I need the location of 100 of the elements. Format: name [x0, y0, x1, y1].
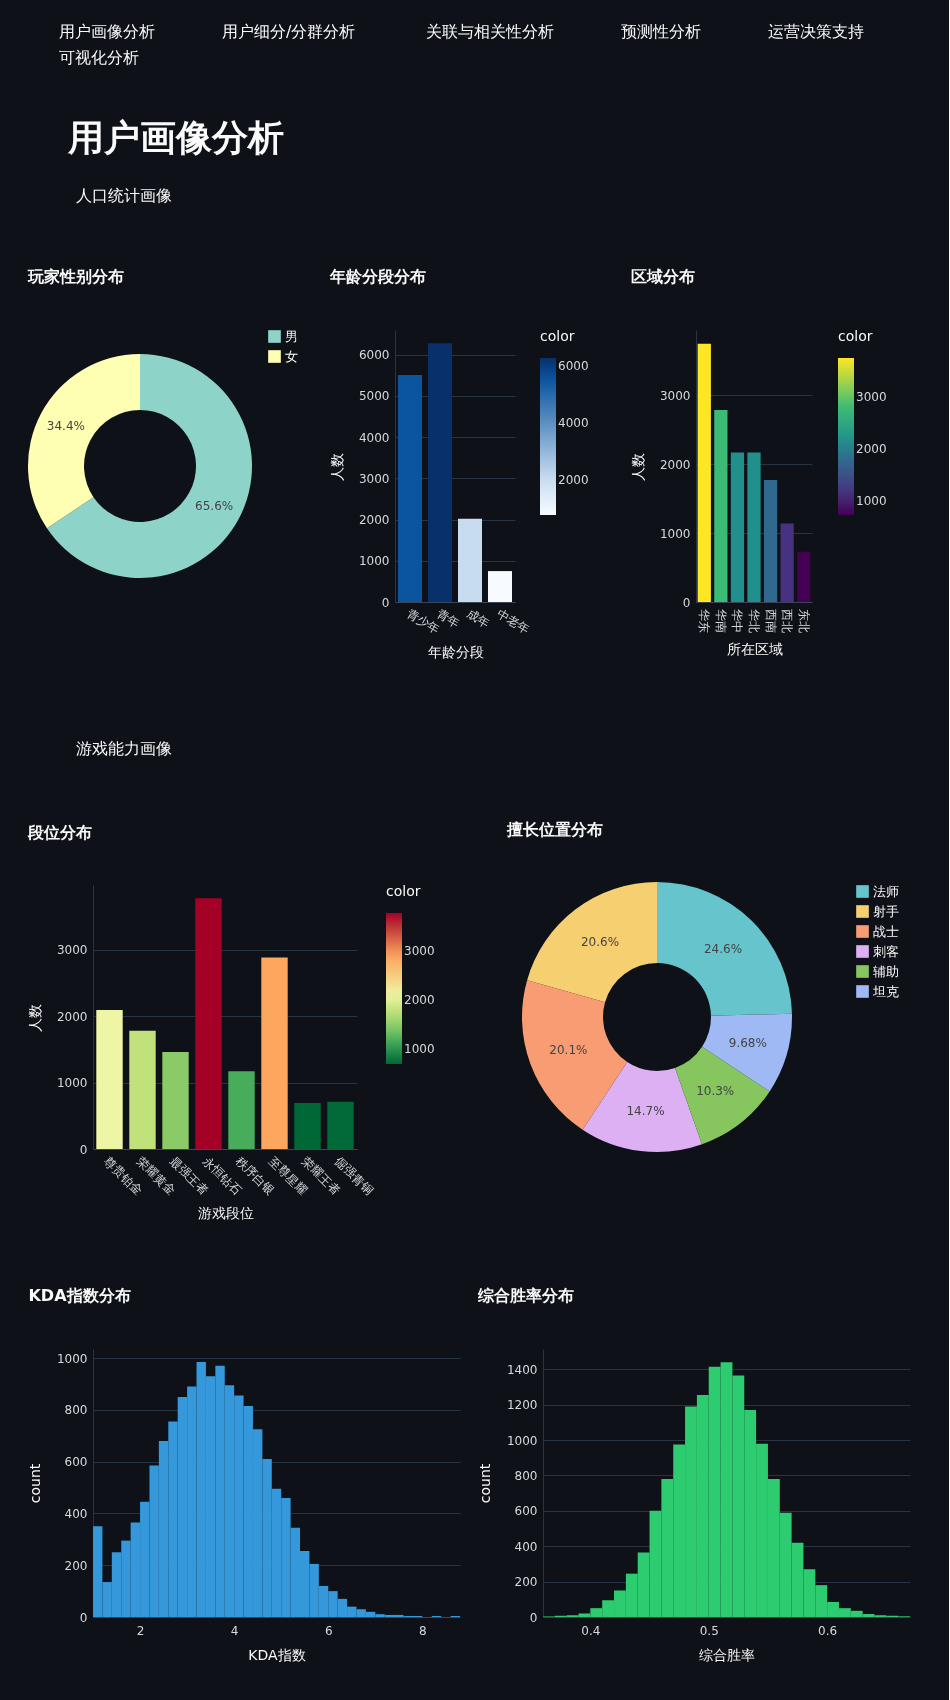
y-axis-title: 人数	[26, 1003, 43, 1032]
text: 可视化分析	[59, 48, 139, 67]
y-tick-label: 600	[514, 1504, 538, 1519]
color-bar-label: 1000	[404, 1041, 435, 1056]
bar	[195, 898, 222, 1149]
legend-label: 辅助	[873, 963, 899, 979]
chart-title: 综合胜率分布	[477, 1286, 575, 1305]
y-tick-label: 1000	[56, 1351, 88, 1366]
chart-title: 段位分布	[27, 823, 93, 842]
y-tick-label: 0	[79, 1610, 88, 1625]
bar	[763, 480, 778, 602]
bar	[294, 1103, 321, 1149]
bar	[797, 551, 811, 602]
x-tick-label: 0.4	[581, 1623, 601, 1638]
donut-slice	[657, 882, 792, 1016]
data-label: 20.1%	[549, 1042, 588, 1057]
x-tick-label: 华中	[730, 608, 745, 633]
text: 用户画像分析	[59, 22, 155, 41]
x-axis-title: KDA指数	[248, 1646, 306, 1663]
text: 游戏能力画像	[76, 739, 172, 758]
y-tick-label: 5000	[358, 389, 390, 404]
y-tick-label: 0	[79, 1142, 88, 1157]
y-tick-label: 400	[514, 1539, 538, 1554]
x-tick-label: 成年	[464, 606, 492, 631]
donut-slice	[28, 354, 140, 529]
donut-slice	[46, 354, 252, 578]
color-bar-label: 1000	[856, 493, 887, 508]
donut-slice	[675, 1046, 770, 1145]
color-bar-label: 2000	[558, 472, 589, 487]
y-tick-label: 1000	[56, 1076, 88, 1090]
x-tick-label: 4	[230, 1623, 239, 1638]
legend-label: 坦克	[872, 983, 899, 999]
chart-title: 玩家性别分布	[27, 267, 124, 286]
chart-title: 擅长位置分布	[506, 820, 603, 839]
color-bar-label: 3000	[856, 389, 887, 404]
bar	[162, 1051, 189, 1149]
data-label: 34.4%	[46, 419, 85, 434]
x-tick-label: 东北	[796, 608, 811, 633]
y-tick-label: 0	[529, 1610, 538, 1625]
text: 用户画像分析	[67, 117, 284, 158]
bar	[714, 409, 728, 602]
legend-label: 男	[285, 328, 298, 344]
x-tick-label: 华南	[713, 608, 728, 633]
y-tick-label: 1000	[659, 526, 691, 541]
color-bar-title: color	[386, 883, 421, 899]
text: 用户细分/分群分析	[222, 22, 356, 41]
bar	[780, 523, 794, 602]
bar	[428, 343, 452, 602]
y-axis-title: 人数	[328, 452, 345, 481]
chart-title: KDA指数分布	[28, 1286, 131, 1305]
text: 关联与相关性分析	[425, 22, 554, 41]
x-axis-title: 年龄分段	[427, 644, 484, 661]
text: 人口统计画像	[76, 186, 172, 205]
x-tick-label: 8	[419, 1623, 427, 1638]
y-tick-label: 800	[64, 1403, 88, 1418]
text: 运营决策支持	[767, 22, 864, 41]
color-bar-label: 6000	[558, 358, 589, 373]
color-bar-title: color	[838, 328, 873, 344]
y-tick-label: 0	[381, 595, 390, 610]
bar	[398, 374, 422, 602]
y-axis-title: count	[26, 1463, 43, 1504]
color-bar-label: 3000	[404, 943, 435, 958]
y-tick-label: 1000	[506, 1433, 538, 1448]
x-tick-label: 2	[136, 1623, 145, 1638]
x-axis-title: 综合胜率	[699, 1646, 755, 1663]
x-tick-label: 西南	[763, 608, 778, 633]
color-bar-title: color	[540, 328, 575, 344]
bar	[697, 343, 711, 602]
y-tick-label: 4000	[358, 430, 390, 445]
color-bar-label: 2000	[856, 441, 887, 456]
x-tick-label: 华北	[747, 608, 761, 633]
legend-label: 战士	[873, 923, 899, 939]
bar	[228, 1071, 255, 1149]
bar	[261, 957, 288, 1149]
data-label: 9.68%	[728, 1036, 767, 1051]
chart-title: 区域分布	[631, 267, 696, 286]
y-tick-label: 1000	[358, 554, 390, 569]
x-tick-label: 中老年	[494, 606, 533, 637]
y-tick-label: 0	[682, 595, 691, 610]
y-tick-label: 3000	[659, 388, 691, 403]
bar	[488, 571, 512, 602]
y-tick-label: 800	[514, 1468, 538, 1483]
text: 预测性分析	[620, 22, 701, 41]
chart-title: 年龄分段分布	[329, 267, 427, 286]
bar	[96, 1010, 123, 1149]
y-tick-label: 1400	[506, 1362, 538, 1377]
y-tick-label: 2000	[56, 1009, 88, 1024]
legend-label: 女	[285, 348, 298, 364]
y-tick-label: 3000	[358, 471, 390, 486]
bar	[747, 452, 761, 602]
y-axis-title: 人数	[629, 452, 646, 481]
color-bar-label: 4000	[558, 415, 589, 430]
data-label: 65.6%	[195, 498, 234, 513]
color-bar-label: 2000	[404, 992, 435, 1007]
x-axis-title: 所在区域	[726, 640, 783, 657]
donut-slice	[522, 980, 628, 1130]
y-tick-label: 2000	[659, 457, 691, 472]
x-tick-label: 华东	[697, 608, 712, 633]
legend-label: 射手	[873, 903, 899, 919]
x-tick-label: 0.6	[818, 1623, 838, 1638]
